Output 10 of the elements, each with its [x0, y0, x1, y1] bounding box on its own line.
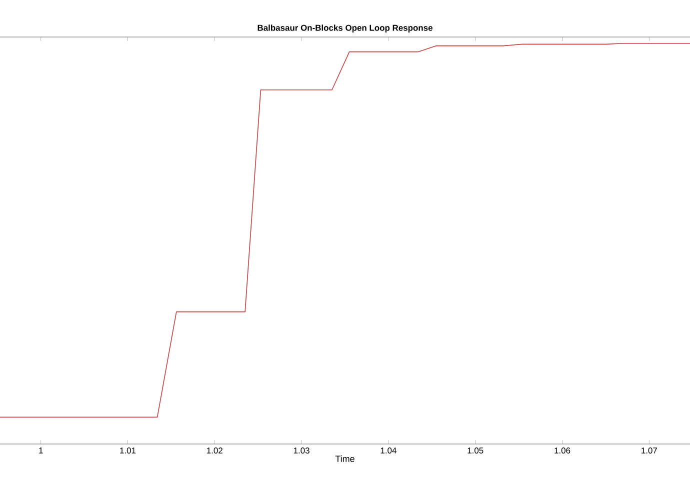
chart-title: Balbasaur On-Blocks Open Loop Response [258, 24, 432, 32]
x-tick-label: 1.05 [468, 448, 484, 454]
x-tick-label: 1.01 [120, 448, 136, 454]
x-tick-label: 1.04 [380, 448, 396, 454]
x-axis-title: Time [335, 455, 354, 462]
x-tick-label: 1.06 [554, 448, 570, 454]
x-tick-label: 1.07 [642, 448, 657, 454]
x-tick-label: 1 [39, 448, 43, 454]
x-tick-label: 1.02 [207, 448, 222, 454]
x-tick-label: 1.03 [294, 448, 310, 454]
